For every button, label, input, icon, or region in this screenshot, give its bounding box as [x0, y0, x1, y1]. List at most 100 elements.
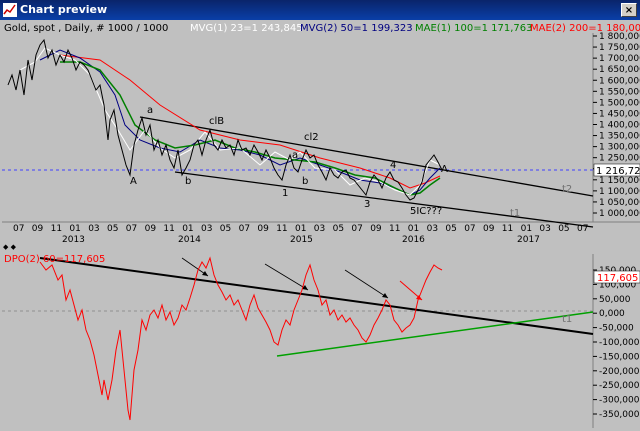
channel-upper-line	[139, 116, 594, 197]
chart-app-icon	[3, 3, 17, 17]
lower-y-tick-label: -50,000	[599, 324, 634, 334]
upper-y-tick-label: 1 250,000	[599, 154, 640, 164]
x-tick-label: 01	[182, 224, 193, 234]
x-tick-label: 03	[539, 224, 550, 234]
title-bar[interactable]: Chart preview ×	[0, 0, 640, 20]
x-tick-label: 05	[445, 224, 456, 234]
wave-label-1: 1	[282, 188, 288, 199]
upper-y-tick-label: 1 350,000	[599, 132, 640, 142]
x-tick-label: 09	[483, 224, 495, 234]
x-tick-label: 07	[126, 224, 137, 234]
x-tick-label: 07	[577, 224, 588, 234]
wave-label-a-upper: a	[147, 105, 153, 116]
x-tick-label: 05	[107, 224, 118, 234]
x-tick-label: 07	[464, 224, 475, 234]
lower-y-tick-label: -150,000	[599, 352, 640, 362]
splitter-grip[interactable]: ◆ ◆	[3, 243, 17, 251]
x-tick-label: 07	[351, 224, 362, 234]
time-x-axis: 07 09 11 01 03 05 07 09 11 01 03 05 07 09 11 01 03 05 07 09…	[13, 224, 588, 234]
year-label: 2014	[178, 235, 201, 245]
trendline-label-t2: t2	[562, 184, 572, 195]
lower-y-axis: 150,000100,00050,0000,000-50,000-100,000…	[593, 266, 640, 420]
lower-y-tick-label: -300,000	[599, 396, 640, 406]
x-tick-label: 11	[276, 224, 287, 234]
x-tick-label: 03	[427, 224, 438, 234]
pane-splitter[interactable]	[0, 243, 640, 249]
x-tick-label: 07	[13, 224, 24, 234]
mvg-23-line	[19, 47, 441, 196]
upper-y-tick-label: 1 300,000	[599, 143, 640, 153]
arrow-2-head	[302, 285, 308, 290]
x-tick-label: 03	[314, 224, 325, 234]
x-tick-label: 11	[502, 224, 513, 234]
wave-label-3: 3	[364, 199, 370, 210]
arrow-1-head	[202, 271, 208, 276]
x-tick-label: 09	[32, 224, 44, 234]
lower-y-tick-label: -100,000	[599, 338, 640, 348]
x-tick-label: 09	[370, 224, 382, 234]
wave-label-a-right: A	[441, 164, 448, 175]
gold-price-series	[7, 38, 443, 201]
lower-y-tick-label: -350,000	[599, 410, 640, 420]
x-tick-label: 03	[88, 224, 99, 234]
wave-label-b-left: b	[185, 176, 191, 187]
wave-label-b-mid: b	[302, 176, 308, 187]
legend-mvg-50: MVG(2) 50=1 199,323	[300, 23, 413, 34]
lower-pane	[2, 254, 638, 428]
year-labels: 2013 2014 2015 2016 2017	[62, 235, 540, 245]
wave-label-5ic: 5IC???	[410, 206, 442, 217]
legend-mvg-23: MVG(1) 23=1 243,845	[190, 23, 303, 34]
x-tick-label: 01	[69, 224, 80, 234]
lower-y-tick-label: 0,000	[599, 309, 625, 319]
upper-y-tick-label: 1 000,000	[599, 209, 640, 219]
x-tick-label: 11	[51, 224, 62, 234]
wave-label-a-left: A	[130, 176, 137, 187]
upper-y-tick-label: 1 600,000	[599, 76, 640, 86]
wave-label-clb: clB	[209, 116, 224, 127]
x-tick-label: 11	[163, 224, 174, 234]
price-box-value: 1 216,720	[596, 166, 640, 177]
upper-y-tick-label: 1 700,000	[599, 54, 640, 64]
wave-label-cl2: cl2	[304, 132, 319, 143]
year-label: 2013	[62, 235, 85, 245]
legend-instrument: Gold, spot , Daily, # 1000 / 1000	[4, 23, 168, 34]
upper-y-tick-label: 1 050,000	[599, 198, 640, 208]
dpo-series	[39, 256, 443, 421]
upper-legend-bar	[2, 21, 638, 33]
upper-y-tick-label: 1 100,000	[599, 187, 640, 197]
year-label: 2017	[517, 235, 540, 245]
close-button[interactable]: ×	[621, 3, 637, 17]
arrow-2	[264, 263, 309, 291]
x-tick-label: 11	[389, 224, 400, 234]
legend-mae-200: MAE(2) 200=1 180,002	[530, 23, 640, 34]
x-tick-label: 07	[239, 224, 250, 234]
upper-y-tick-label: 1 550,000	[599, 87, 640, 97]
x-tick-label: 09	[257, 224, 269, 234]
window-title: Chart preview	[20, 3, 108, 16]
upper-y-tick-label: 1 750,000	[599, 43, 640, 53]
x-tick-label: 05	[558, 224, 569, 234]
arrow-3-head	[382, 293, 388, 298]
channel-lower-line	[174, 171, 594, 228]
dpo-value-box-value: 117,605	[597, 273, 638, 284]
wave-label-4: 4	[390, 160, 396, 171]
x-tick-label: 01	[408, 224, 419, 234]
dpo-resistance-line	[39, 257, 594, 335]
lower-y-tick-label: 50,000	[599, 295, 631, 305]
upper-y-tick-label: 1 450,000	[599, 109, 640, 119]
lower-y-tick-label: 100,000	[599, 280, 636, 290]
year-label: 2015	[290, 235, 313, 245]
price-box	[593, 163, 640, 177]
upper-pane	[2, 21, 638, 243]
dpo-support-line	[276, 311, 594, 357]
upper-y-tick-label: 1 500,000	[599, 98, 640, 108]
year-label: 2016	[402, 235, 425, 245]
trendline-label-t1-upper: t1	[510, 208, 520, 219]
trendline-label-t1-lower: t1	[562, 314, 572, 325]
dpo-value-box	[593, 270, 640, 284]
mae-200-line	[59, 54, 441, 189]
x-tick-label: 03	[201, 224, 212, 234]
